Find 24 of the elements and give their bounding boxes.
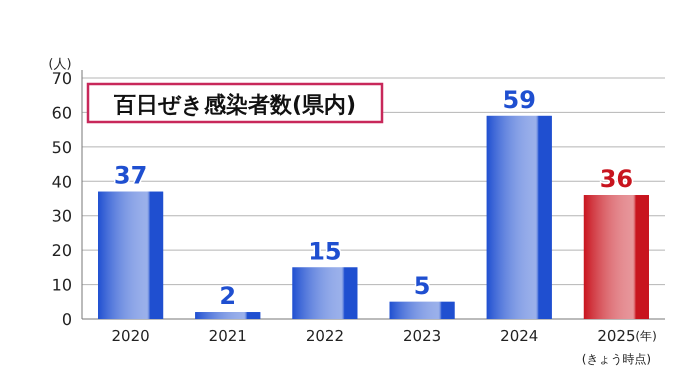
x-tick-label: 2020 (111, 327, 150, 345)
y-tick-label: 60 (52, 103, 72, 122)
text: (きょう時点) (582, 352, 652, 366)
x-tick-label: 2023 (402, 327, 442, 345)
y-tick-label: 40 (52, 172, 72, 192)
y-tick-label: 10 (52, 276, 72, 295)
x-tick-label: 2021 (208, 327, 247, 345)
x-axis-title: (年) (635, 329, 657, 343)
y-tick-label: 30 (52, 206, 72, 226)
data-label: 37 (114, 162, 148, 190)
data-label: 59 (502, 86, 536, 114)
y-tick-label: 20 (52, 241, 72, 260)
x-tick-label: 2024 (500, 327, 538, 345)
data-label: 15 (308, 237, 342, 266)
x-tick-label: 2022 (306, 327, 344, 345)
text: 百日ぜき感染者数(県内) (112, 92, 356, 118)
x-tick-label: 2025 (597, 327, 636, 345)
y-axis-title: (人) (48, 57, 72, 72)
data-label: 5 (414, 272, 430, 300)
data-label: 36 (600, 165, 634, 194)
y-tick-label: 70 (52, 69, 72, 88)
y-tick-label: 50 (52, 138, 72, 157)
data-label: 2 (219, 282, 236, 310)
y-tick-label: 0 (62, 310, 72, 329)
